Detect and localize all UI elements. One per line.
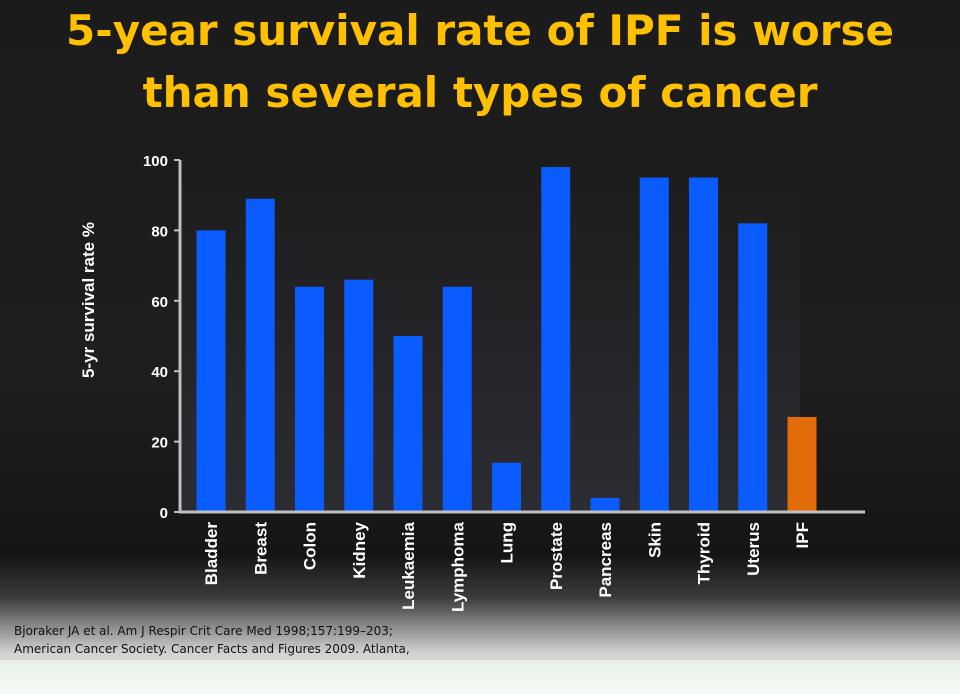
bar-breast: [245, 198, 275, 512]
references: Bjoraker JA et al. Am J Respir Crit Care…: [14, 622, 410, 658]
bar-prostate: [541, 167, 571, 513]
x-tick-label-ipf: IPF: [793, 522, 812, 548]
x-tick-label-uterus: Uterus: [744, 522, 763, 576]
x-tick-label-lymphoma: Lymphoma: [448, 521, 467, 612]
bar-kidney: [344, 279, 374, 512]
x-tick-label-bladder: Bladder: [202, 522, 221, 586]
y-tick-label: 40: [151, 364, 168, 381]
y-tick-label: 80: [151, 223, 168, 240]
slide-title-line-2: than several types of cancer: [142, 68, 818, 117]
x-tick-label-lung: Lung: [498, 522, 517, 564]
bar-leukaemia: [393, 336, 423, 512]
x-labels-layer: Bladder Breast Colon Kidney Leukaemia Lymphom…: [202, 521, 812, 612]
footer-band: [0, 660, 960, 694]
bar-lymphoma: [442, 286, 472, 512]
x-tick-label-leukaemia: Leukaemia: [399, 521, 418, 609]
slide-title-line-1: 5-year survival rate of IPF is worse: [66, 6, 894, 55]
x-tick-label-thyroid: Thyroid: [695, 522, 714, 584]
bar-bladder: [196, 230, 226, 512]
x-tick-label-breast: Breast: [251, 522, 270, 575]
y-tick-label: 20: [151, 435, 168, 452]
y-tick-label: 100: [143, 153, 168, 170]
x-tick-label-kidney: Kidney: [350, 521, 369, 578]
x-tick-label-skin: Skin: [645, 522, 664, 558]
reference-line-1: Bjoraker JA et al. Am J Respir Crit Care…: [14, 624, 393, 638]
axes-layer: [178, 160, 865, 514]
bar-thyroid: [689, 177, 718, 512]
bar-colon: [295, 286, 324, 512]
y-tick-label: 0: [160, 505, 168, 522]
bar-skin: [639, 177, 669, 512]
x-tick-label-pancreas: Pancreas: [596, 522, 615, 598]
bar-pancreas: [590, 497, 620, 512]
bar-lung: [492, 462, 521, 512]
slide-title: 5-year survival rate of IPF is worse tha…: [0, 0, 960, 124]
y-tick-label: 60: [151, 294, 168, 311]
x-tick-label-prostate: Prostate: [547, 522, 566, 590]
bar-ipf: [787, 416, 817, 512]
bars-layer: [196, 167, 817, 513]
reference-line-2: American Cancer Society. Cancer Facts an…: [14, 642, 410, 656]
bar-uterus: [738, 223, 768, 513]
y-ticks-layer: 0 20 40 60 80 100: [143, 153, 180, 522]
x-tick-label-colon: Colon: [301, 522, 320, 570]
